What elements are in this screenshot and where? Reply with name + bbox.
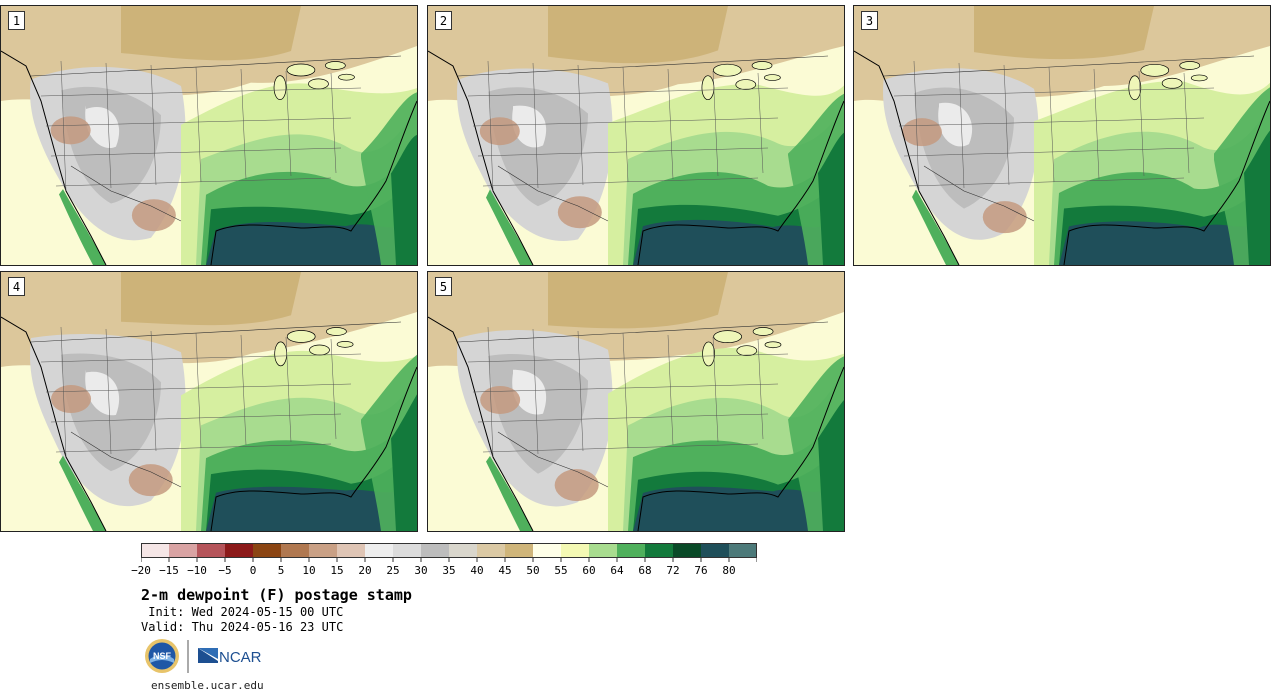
colorbar-tick-label: 50 [526, 564, 540, 577]
ncar-logo-icon: NCAR [198, 648, 262, 666]
colorbar-tick-label: 10 [302, 564, 316, 577]
valid-time: Valid: Thu 2024-05-16 23 UTC [141, 620, 344, 634]
colorbar-tick-label: 60 [582, 564, 596, 577]
init-time: Init: Wed 2024-05-15 00 UTC [141, 605, 344, 619]
colorbar-tick-label: 72 [666, 564, 680, 577]
svg-text:NCAR: NCAR [219, 649, 262, 666]
member-number-label: 1 [8, 11, 25, 30]
colorbar-swatch [197, 543, 225, 558]
ensemble-member-panel-5[interactable]: 5 [427, 271, 845, 532]
colorbar-swatch [617, 543, 645, 558]
colorbar-tick-label: 0 [249, 564, 257, 577]
colorbar-tick-label: −5 [218, 564, 232, 577]
colorbar-swatch [729, 543, 757, 558]
member-number-label: 2 [435, 11, 452, 30]
ensemble-member-panel-1[interactable]: 1 [0, 5, 418, 266]
colorbar-tick-label: 80 [722, 564, 736, 577]
product-title: 2-m dewpoint (F) postage stamp [141, 586, 412, 604]
colorbar-swatch [337, 543, 365, 558]
colorbar-tick-label: −20 [131, 564, 151, 577]
dewpoint-map [1, 272, 417, 531]
colorbar-swatch [365, 543, 393, 558]
colorbar-swatch [477, 543, 505, 558]
ensemble-member-panel-2[interactable]: 2 [427, 5, 845, 266]
colorbar-tick-label: 5 [277, 564, 285, 577]
colorbar-tick-label: 64 [610, 564, 624, 577]
colorbar-tick-label: 20 [358, 564, 372, 577]
logos: NSF NCAR [145, 639, 262, 673]
colorbar-swatch [253, 543, 281, 558]
colorbar-swatch [141, 543, 169, 558]
colorbar-swatch [673, 543, 701, 558]
colorbar-tick-label: 25 [386, 564, 400, 577]
colorbar-swatch [589, 543, 617, 558]
member-number-label: 4 [8, 277, 25, 296]
dewpoint-map [854, 6, 1270, 265]
colorbar-swatch [701, 543, 729, 558]
svg-text:NSF: NSF [153, 651, 172, 661]
colorbar-swatch [421, 543, 449, 558]
colorbar-tick-label: 76 [694, 564, 708, 577]
member-number-label: 3 [861, 11, 878, 30]
colorbar-swatch [561, 543, 589, 558]
ensemble-member-panel-4[interactable]: 4 [0, 271, 418, 532]
colorbar-tick-label: 30 [414, 564, 428, 577]
dewpoint-map [428, 272, 844, 531]
colorbar-swatch [645, 543, 673, 558]
nsf-logo-icon: NSF [145, 639, 179, 673]
colorbar-tick-label: −10 [187, 564, 207, 577]
colorbar-tick-label: 55 [554, 564, 568, 577]
colorbar-swatch [169, 543, 197, 558]
colorbar-swatch [533, 543, 561, 558]
dewpoint-map [428, 6, 844, 265]
member-number-label: 5 [435, 277, 452, 296]
colorbar-tick-label: 68 [638, 564, 652, 577]
website-url[interactable]: ensemble.ucar.edu [151, 679, 264, 692]
colorbar-tick-label: 35 [442, 564, 456, 577]
colorbar-swatch [309, 543, 337, 558]
colorbar-swatch [281, 543, 309, 558]
colorbar-tick-label: 40 [470, 564, 484, 577]
colorbar-tick-label: 15 [330, 564, 344, 577]
dewpoint-map [1, 6, 417, 265]
colorbar-tick-label: −15 [159, 564, 179, 577]
colorbar-swatch [393, 543, 421, 558]
dewpoint-colorbar [141, 543, 757, 562]
ensemble-member-panel-3[interactable]: 3 [853, 5, 1271, 266]
colorbar-tick-label: 45 [498, 564, 512, 577]
colorbar-swatch [225, 543, 253, 558]
colorbar-swatch [449, 543, 477, 558]
colorbar-swatch [505, 543, 533, 558]
